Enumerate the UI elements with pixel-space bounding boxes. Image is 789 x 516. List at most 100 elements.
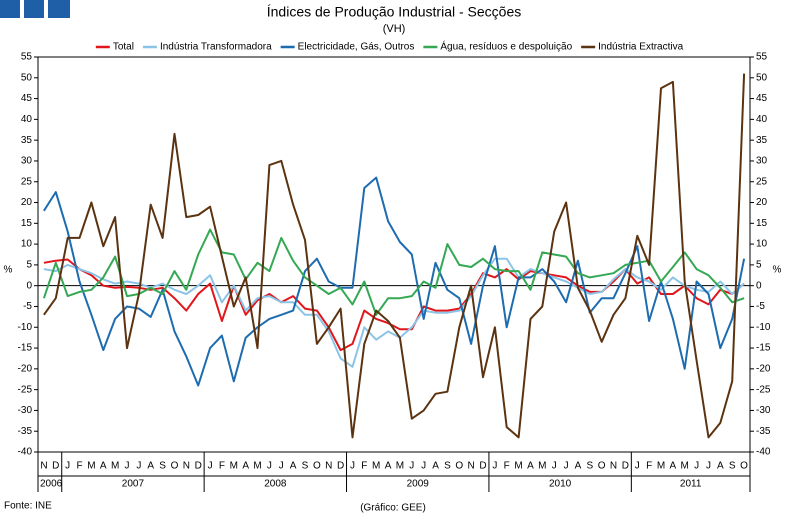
x-tick-label: F [504, 461, 510, 472]
legend-label: Total [113, 42, 134, 53]
x-tick-label: F [646, 461, 652, 472]
plot-frame [37, 56, 751, 453]
legend-label: Água, resíduos e despoluição [440, 40, 572, 53]
x-tick-label: S [302, 461, 309, 472]
x-tick-label: M [111, 461, 119, 472]
x-tick-label: D [622, 461, 629, 472]
y2-tick-label: 20 [756, 197, 768, 208]
y2-tick-label: 5 [756, 260, 762, 271]
x-tick-label: A [717, 461, 724, 472]
y-axis-label: % [4, 265, 13, 276]
y2-tick-label: 10 [756, 239, 768, 250]
y-tick-label: -10 [18, 322, 33, 333]
y2-tick-label: -30 [756, 405, 771, 416]
y-tick-label: -25 [18, 384, 33, 395]
x-tick-label: J [694, 461, 699, 472]
x-tick-label: J [350, 461, 355, 472]
x-tick-label: A [147, 461, 154, 472]
y-tick-label: 15 [21, 218, 33, 229]
x-tick-label: M [514, 461, 522, 472]
year-label: 2008 [264, 479, 287, 490]
x-tick-label: J [208, 461, 213, 472]
y2-axis-label: % [773, 265, 782, 276]
y-tick-label: 25 [21, 176, 33, 187]
x-tick-label: M [657, 461, 665, 472]
year-label: 2009 [407, 479, 430, 490]
x-tick-label: J [136, 461, 141, 472]
x-tick-label: A [242, 461, 249, 472]
y2-tick-label: -10 [756, 322, 771, 333]
x-tick-label: F [361, 461, 367, 472]
x-tick-label: J [552, 461, 557, 472]
x-tick-label: M [681, 461, 689, 472]
y-tick-label: 40 [21, 114, 33, 125]
x-tick-label: J [65, 461, 70, 472]
y-tick-label: -30 [18, 405, 33, 416]
credit: (Gráfico: GEE) [360, 503, 426, 514]
y-tick-label: 30 [21, 156, 33, 167]
y2-tick-label: 30 [756, 156, 768, 167]
legend-label: Indústria Transformadora [160, 42, 272, 53]
legend-label: Indústria Extractiva [598, 42, 683, 53]
series-line [42, 228, 745, 316]
y2-tick-label: 40 [756, 114, 768, 125]
x-tick-label: J [564, 461, 569, 472]
x-tick-label: S [729, 461, 736, 472]
series-line [43, 73, 746, 439]
x-tick-label: J [267, 461, 272, 472]
x-tick-label: F [219, 461, 225, 472]
x-tick-label: D [52, 461, 59, 472]
y2-tick-label: 35 [756, 135, 768, 146]
y2-tick-label: -35 [756, 426, 771, 437]
y2-tick-label: -15 [756, 343, 771, 354]
y-tick-label: 50 [21, 72, 33, 83]
x-tick-label: O [740, 461, 748, 472]
x-tick-label: N [325, 461, 332, 472]
y-tick-label: 10 [21, 239, 33, 250]
y-tick-label: 45 [21, 93, 33, 104]
x-tick-label: A [100, 461, 107, 472]
x-tick-label: O [171, 461, 179, 472]
x-tick-label: N [468, 461, 475, 472]
x-tick-label: F [76, 461, 82, 472]
logo-block [0, 0, 20, 18]
x-tick-label: A [290, 461, 297, 472]
x-tick-label: A [575, 461, 582, 472]
y-tick-label: -35 [18, 426, 33, 437]
y2-tick-label: 0 [756, 280, 762, 291]
x-tick-label: M [253, 461, 261, 472]
x-tick-label: J [706, 461, 711, 472]
y-tick-label: 55 [21, 52, 33, 63]
series-line [43, 258, 745, 352]
y-tick-label: 5 [26, 260, 32, 271]
x-tick-label: M [87, 461, 95, 472]
x-tick-label: O [313, 461, 321, 472]
y-tick-label: 0 [26, 280, 32, 291]
x-tick-label: J [279, 461, 284, 472]
source: Fonte: INE [4, 501, 52, 512]
chart-subtitle: (VH) [383, 23, 406, 35]
x-tick-label: N [610, 461, 617, 472]
x-tick-label: O [455, 461, 463, 472]
year-label: 2006 [40, 479, 63, 490]
y-tick-label: -5 [23, 301, 32, 312]
x-tick-label: J [635, 461, 640, 472]
legend-label: Electricidade, Gás, Outros [298, 42, 415, 53]
x-tick-label: J [492, 461, 497, 472]
x-tick-label: N [183, 461, 190, 472]
x-tick-label: A [527, 461, 534, 472]
x-tick-label: J [409, 461, 414, 472]
x-tick-label: M [538, 461, 546, 472]
y-tick-label: 35 [21, 135, 33, 146]
y2-tick-label: 45 [756, 93, 768, 104]
x-tick-label: D [195, 461, 202, 472]
y2-tick-label: -25 [756, 384, 771, 395]
x-tick-label: J [421, 461, 426, 472]
x-tick-label: A [432, 461, 439, 472]
logo-block [24, 0, 44, 18]
year-label: 2010 [549, 479, 572, 490]
x-tick-label: S [444, 461, 451, 472]
x-tick-label: S [586, 461, 593, 472]
series-line [43, 176, 746, 387]
